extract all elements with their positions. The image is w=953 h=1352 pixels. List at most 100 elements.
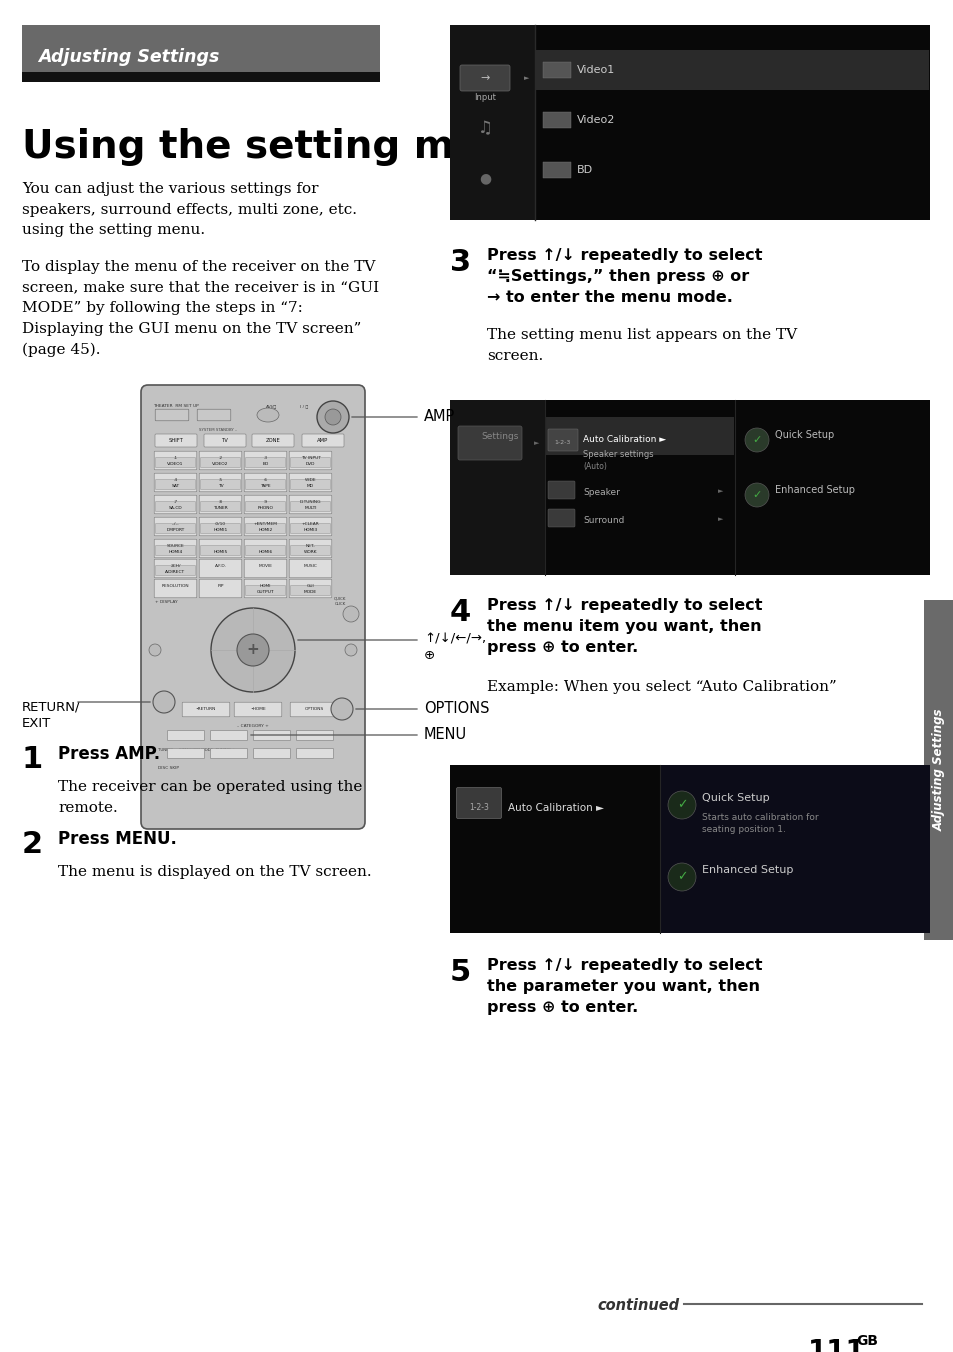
FancyBboxPatch shape (155, 410, 189, 420)
Text: HDMI4: HDMI4 (168, 550, 182, 554)
FancyBboxPatch shape (291, 523, 330, 534)
Text: .0/10: .0/10 (214, 522, 226, 526)
Text: QUICK
CLICK: QUICK CLICK (334, 598, 346, 606)
Text: WIDE: WIDE (304, 479, 316, 483)
FancyBboxPatch shape (289, 560, 332, 577)
Text: A.DIRECT: A.DIRECT (165, 571, 186, 575)
FancyBboxPatch shape (289, 452, 332, 469)
FancyBboxPatch shape (168, 749, 204, 758)
FancyBboxPatch shape (155, 480, 195, 489)
Text: ZONE: ZONE (265, 438, 280, 442)
FancyBboxPatch shape (289, 539, 332, 558)
Text: SYSTEM STANDBY –: SYSTEM STANDBY – (199, 429, 236, 433)
Text: OUTPUT: OUTPUT (256, 589, 274, 594)
FancyBboxPatch shape (211, 749, 247, 758)
FancyBboxPatch shape (296, 749, 334, 758)
Text: HDMI: HDMI (259, 584, 271, 588)
FancyBboxPatch shape (244, 560, 287, 577)
FancyBboxPatch shape (245, 545, 285, 556)
FancyBboxPatch shape (253, 730, 291, 741)
Bar (450, 400, 929, 575)
Text: GUI: GUI (306, 584, 314, 588)
Text: The receiver can be operated using the
remote.: The receiver can be operated using the r… (58, 780, 362, 815)
FancyBboxPatch shape (244, 539, 287, 558)
FancyBboxPatch shape (200, 545, 240, 556)
FancyBboxPatch shape (245, 523, 285, 534)
Text: ✓: ✓ (752, 435, 760, 445)
Circle shape (236, 634, 269, 667)
Circle shape (744, 483, 768, 507)
FancyBboxPatch shape (155, 502, 195, 511)
FancyBboxPatch shape (154, 539, 196, 558)
Text: HDMI2: HDMI2 (258, 529, 273, 531)
Bar (450, 24, 929, 220)
Text: 1-2-3: 1-2-3 (555, 439, 571, 445)
FancyBboxPatch shape (245, 585, 285, 595)
FancyBboxPatch shape (253, 749, 291, 758)
Bar (536, 100, 928, 141)
Text: 4: 4 (450, 598, 471, 627)
Text: I / ⏻: I / ⏻ (299, 404, 308, 408)
Text: ✓: ✓ (676, 799, 686, 811)
Text: .8: .8 (218, 500, 222, 504)
FancyBboxPatch shape (155, 457, 195, 468)
FancyBboxPatch shape (168, 730, 204, 741)
Circle shape (331, 698, 353, 721)
FancyBboxPatch shape (204, 434, 246, 448)
Text: – CATEGORY +: – CATEGORY + (237, 725, 269, 727)
Text: TAPE: TAPE (260, 484, 271, 488)
Text: MENU: MENU (423, 727, 467, 742)
Text: .5: .5 (218, 479, 222, 483)
FancyBboxPatch shape (547, 429, 578, 452)
FancyBboxPatch shape (302, 434, 344, 448)
Bar (22, 72, 379, 82)
FancyBboxPatch shape (141, 385, 365, 829)
Text: PIP: PIP (217, 584, 224, 588)
Text: ✓: ✓ (676, 871, 686, 883)
Text: Enhanced Setup: Enhanced Setup (774, 485, 854, 495)
Text: HDMI1: HDMI1 (213, 529, 228, 531)
Text: Starts auto calibration for
seating position 1.: Starts auto calibration for seating posi… (701, 813, 818, 834)
FancyBboxPatch shape (154, 579, 196, 598)
Text: TV: TV (217, 484, 223, 488)
Text: .7: .7 (173, 500, 177, 504)
Ellipse shape (256, 408, 278, 422)
Text: GB: GB (855, 1334, 877, 1348)
FancyBboxPatch shape (211, 730, 247, 741)
Text: SA-CD: SA-CD (169, 506, 182, 510)
Text: SAT: SAT (172, 484, 179, 488)
FancyBboxPatch shape (289, 579, 332, 598)
FancyBboxPatch shape (245, 457, 285, 468)
FancyBboxPatch shape (291, 457, 330, 468)
FancyBboxPatch shape (154, 495, 196, 514)
FancyBboxPatch shape (155, 565, 195, 576)
FancyBboxPatch shape (200, 502, 240, 511)
Text: •RETURN: •RETURN (195, 707, 216, 711)
FancyBboxPatch shape (200, 523, 240, 534)
Bar (923, 600, 953, 940)
FancyBboxPatch shape (199, 539, 241, 558)
FancyBboxPatch shape (244, 473, 287, 492)
FancyBboxPatch shape (199, 560, 241, 577)
Circle shape (325, 410, 340, 425)
Text: Auto Calibration ►: Auto Calibration ► (507, 803, 603, 813)
Text: Quick Setup: Quick Setup (774, 430, 833, 439)
FancyBboxPatch shape (547, 508, 575, 527)
FancyBboxPatch shape (154, 560, 196, 577)
Text: continued: continued (598, 1298, 679, 1313)
Text: The setting menu list appears on the TV
screen.: The setting menu list appears on the TV … (486, 329, 797, 362)
Text: ►: ► (717, 516, 722, 522)
FancyBboxPatch shape (244, 495, 287, 514)
Text: TV INPUT: TV INPUT (300, 456, 320, 460)
FancyBboxPatch shape (155, 545, 195, 556)
FancyBboxPatch shape (245, 480, 285, 489)
Text: .9: .9 (263, 500, 267, 504)
Bar (542, 162, 571, 178)
Text: MODE: MODE (304, 589, 316, 594)
Text: Press ↑/↓ repeatedly to select
the menu item you want, then
press ⊕ to enter.: Press ↑/↓ repeatedly to select the menu … (486, 598, 761, 654)
FancyBboxPatch shape (459, 65, 510, 91)
Text: VIDEO1: VIDEO1 (167, 462, 184, 466)
Text: Adjusting Settings: Adjusting Settings (931, 708, 944, 831)
Text: D.TUNING: D.TUNING (299, 500, 321, 504)
Text: 2: 2 (22, 830, 43, 859)
